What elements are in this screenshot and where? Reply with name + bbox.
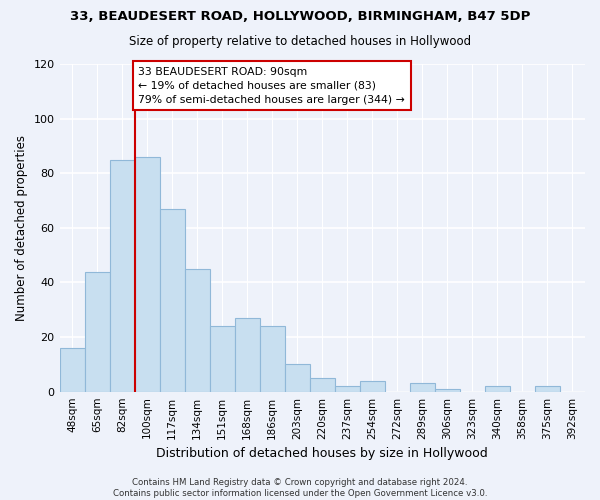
Bar [535,386,560,392]
Bar [185,269,209,392]
Bar [335,386,360,392]
Bar [209,326,235,392]
Text: Contains HM Land Registry data © Crown copyright and database right 2024.
Contai: Contains HM Land Registry data © Crown c… [113,478,487,498]
Text: 33, BEAUDESERT ROAD, HOLLYWOOD, BIRMINGHAM, B47 5DP: 33, BEAUDESERT ROAD, HOLLYWOOD, BIRMINGH… [70,10,530,23]
Bar [59,348,85,392]
Bar [435,389,460,392]
Bar [85,272,110,392]
Bar [110,160,134,392]
Bar [310,378,335,392]
X-axis label: Distribution of detached houses by size in Hollywood: Distribution of detached houses by size … [157,447,488,460]
Y-axis label: Number of detached properties: Number of detached properties [15,135,28,321]
Bar [285,364,310,392]
Bar [134,157,160,392]
Text: Size of property relative to detached houses in Hollywood: Size of property relative to detached ho… [129,35,471,48]
Text: 33 BEAUDESERT ROAD: 90sqm
← 19% of detached houses are smaller (83)
79% of semi-: 33 BEAUDESERT ROAD: 90sqm ← 19% of detac… [139,66,405,104]
Bar [410,384,435,392]
Bar [235,318,260,392]
Bar [360,381,385,392]
Bar [160,208,185,392]
Bar [260,326,285,392]
Bar [485,386,510,392]
